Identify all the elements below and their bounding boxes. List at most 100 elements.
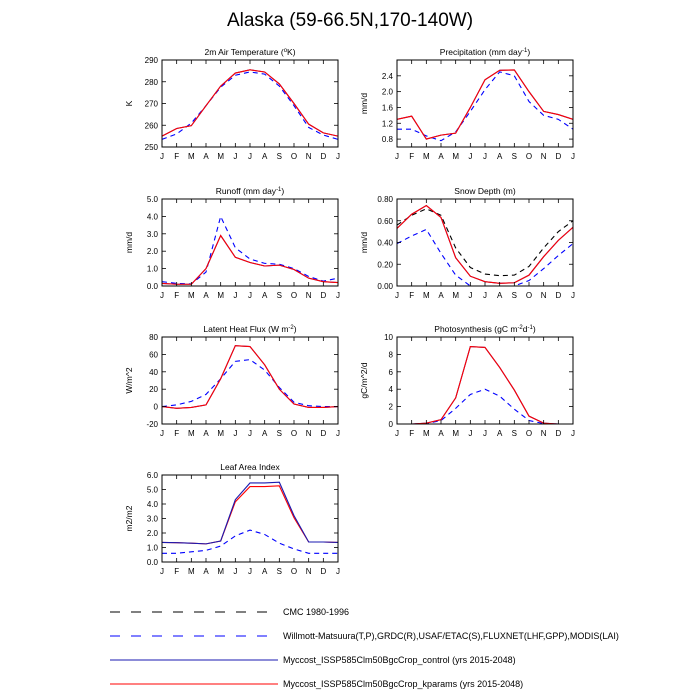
title-text: Precipitation (mm day [440, 47, 523, 57]
x-tick-label: O [526, 152, 532, 161]
y-tick-label: 0.40 [377, 239, 393, 248]
panel-snow-depth: Snow Depth (m) mm/d 0.00 0.20 0.40 0.60 0.80 J F… [359, 186, 575, 300]
x-tick-label: J [483, 291, 487, 300]
x-tick-label: S [277, 429, 282, 438]
title-text: Latent Heat Flux (W m [203, 324, 288, 334]
title-end: ) [294, 324, 297, 334]
y-tick-label: 8 [389, 350, 394, 359]
y-axis-label: mm/d [124, 232, 134, 254]
series-line-modis [162, 529, 338, 554]
y-tick-label: 6.0 [147, 471, 159, 480]
series-group [397, 69, 573, 142]
x-tick-label: N [306, 567, 312, 576]
panel-title: Photosynthesis (gC m-2d-1) [434, 324, 536, 334]
y-tick-label: 0.8 [382, 135, 394, 144]
x-tick-label: F [409, 152, 414, 161]
y-axis-label: K [124, 100, 134, 106]
y-tick-label: 270 [145, 100, 159, 109]
series-line-kparams [397, 204, 573, 284]
x-tick-label: M [217, 291, 224, 300]
y-tick-label: 1.0 [147, 544, 159, 553]
x-tick-label: O [291, 429, 297, 438]
y-tick-label: 60 [149, 350, 158, 359]
panel-photosynthesis: Photosynthesis (gC m-2d-1) gC/m^2/d 0 2 4 6 8 1… [359, 324, 575, 438]
x-tick-label: A [497, 152, 503, 161]
y-tick-label: 80 [149, 333, 158, 342]
y-axis-label: mm/d [359, 232, 369, 254]
y-tick-label: 280 [145, 78, 159, 87]
plot-frame [161, 59, 339, 148]
series-line-kparams [162, 485, 338, 545]
x-tick-label: F [174, 567, 179, 576]
series-line-willmott-matsuura [162, 359, 338, 408]
x-tick-label: J [160, 567, 164, 576]
series-line-control [162, 234, 338, 285]
x-tick-label: N [541, 152, 547, 161]
series-line-kparams [162, 69, 338, 137]
y-tick-label: 0.00 [377, 282, 393, 291]
x-tick-label: J [395, 429, 399, 438]
series-group [162, 69, 338, 140]
x-tick-label: F [174, 429, 179, 438]
series-group [162, 481, 338, 554]
title-sup: -2 [288, 325, 294, 331]
x-tick-label: J [336, 291, 340, 300]
legend-label: Myccost_ISSP585Clm50BgcCrop_kparams (yrs… [283, 679, 523, 689]
series-line-willmott-matsuura [162, 71, 338, 140]
title-end: ) [281, 186, 284, 196]
series-line-fluxnet [397, 388, 573, 424]
x-tick-label: J [233, 152, 237, 161]
series-line-willmott-matsuura [162, 214, 338, 285]
x-tick-label: M [452, 152, 459, 161]
y-tick-label: 4 [389, 385, 394, 394]
x-tick-label: A [438, 152, 444, 161]
plot-frame [161, 474, 339, 563]
panel-precipitation: Precipitation (mm day-1) mm/d 0.8 1.2 1.6 2.0… [359, 47, 575, 161]
series-line-kparams [397, 69, 573, 140]
title-text: 2m Air Temperature ( [204, 47, 283, 57]
x-tick-label: D [320, 429, 326, 438]
x-tick-label: A [438, 291, 444, 300]
x-tick-label: J [395, 152, 399, 161]
y-tick-label: 1.2 [382, 119, 394, 128]
x-tick-label: O [291, 567, 297, 576]
plot-frame [396, 336, 574, 425]
x-tick-label: D [555, 152, 561, 161]
x-tick-label: A [203, 567, 209, 576]
title-text: Photosynthesis (gC m [434, 324, 517, 334]
x-tick-label: O [526, 291, 532, 300]
plot-frame [161, 336, 339, 425]
x-tick-label: A [262, 291, 268, 300]
x-tick-label: J [233, 429, 237, 438]
title-sup: -2 [517, 325, 523, 331]
panel-runoff: Runoff (mm day-1) mm/d 0.0 1.0 2.0 3.0 4.0 5.0 J… [124, 186, 340, 300]
y-tick-label: 20 [149, 385, 158, 394]
series-line-control [162, 345, 338, 409]
series-group [397, 345, 573, 424]
x-tick-label: A [262, 152, 268, 161]
plot-frame [161, 198, 339, 287]
x-tick-label: S [277, 567, 282, 576]
x-tick-label: J [248, 291, 252, 300]
legend-label: Willmott-Matsuura(T,P),GRDC(R),USAF/ETAC… [283, 631, 619, 641]
x-tick-label: M [188, 429, 195, 438]
title-end: K) [287, 47, 296, 57]
x-tick-label: N [306, 291, 312, 300]
y-tick-label: 5.0 [147, 195, 159, 204]
y-tick-label: 1.6 [382, 103, 394, 112]
title-text: Snow Depth (m) [454, 186, 516, 196]
x-tick-label: J [248, 429, 252, 438]
x-tick-label: M [423, 429, 430, 438]
title-sup: -1 [276, 187, 282, 193]
x-tick-label: N [306, 429, 312, 438]
plot-frame [396, 198, 574, 287]
x-tick-label: J [233, 567, 237, 576]
x-tick-label: S [512, 291, 517, 300]
y-tick-label: 3.0 [147, 515, 159, 524]
x-tick-label: J [468, 429, 472, 438]
panel-latent-heat-flux: Latent Heat Flux (W m-2) W/m^2 -20 0 20 40 60 8… [124, 324, 340, 438]
y-tick-label: 2 [389, 403, 394, 412]
x-tick-label: O [291, 152, 297, 161]
legend: CMC 1980-1996 Willmott-Matsuura(T,P),GRDC… [110, 607, 619, 689]
